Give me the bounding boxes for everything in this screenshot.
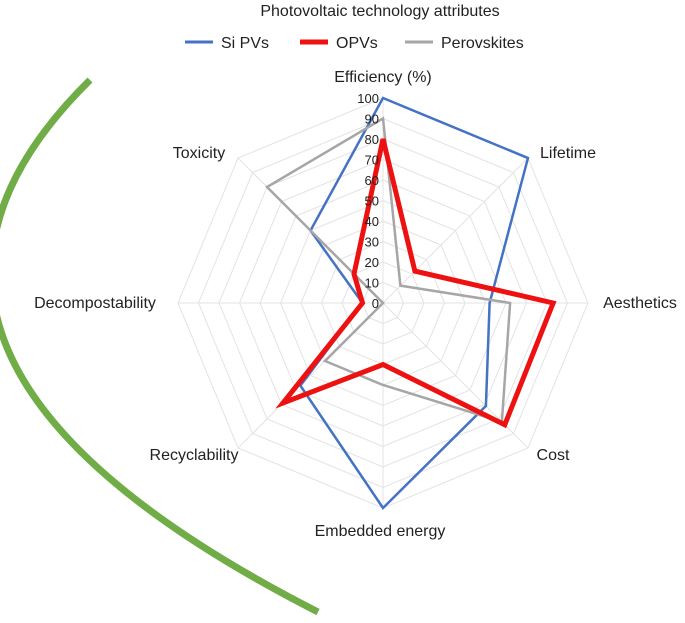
tick-label: 70	[365, 153, 379, 168]
chart-title: Photovoltaic technology attributes	[260, 3, 499, 20]
category-label: Toxicity	[173, 145, 225, 162]
series-lines	[265, 96, 557, 510]
tick-label: 50	[365, 194, 379, 209]
tick-label: 20	[365, 255, 379, 270]
series-opvs	[275, 138, 557, 429]
category-label: Aesthetics	[603, 295, 677, 312]
tick-label: 0	[372, 296, 379, 311]
series-si-pvs	[298, 96, 530, 510]
tick-label: 10	[365, 276, 379, 291]
tick-label: 90	[365, 112, 379, 127]
series-perovskites	[265, 116, 512, 424]
category-labels: Efficiency (%) Lifetime Aesthetics Cost Embe…	[34, 69, 677, 540]
category-label: Embedded energy	[315, 523, 446, 540]
tick-label: 100	[357, 91, 379, 106]
category-label: Decompostability	[34, 295, 156, 312]
category-label: Cost	[537, 447, 570, 464]
tick-label: 30	[365, 235, 379, 250]
category-label: Efficiency (%)	[334, 69, 432, 86]
tick-label: 40	[365, 214, 379, 229]
category-label: Recyclability	[150, 447, 239, 464]
legend-label: Perovskites	[441, 35, 524, 52]
tick-labels: 0 10 20 30 40 50 60 70 80 90 100	[357, 91, 379, 311]
green-arc-decoration	[0, 77, 320, 616]
legend-label: Si PVs	[221, 35, 269, 52]
grid-spoke	[382, 157, 529, 304]
tick-label: 60	[365, 173, 379, 188]
tick-label: 80	[365, 132, 379, 147]
category-label: Lifetime	[540, 145, 596, 162]
legend-label: OPVs	[336, 35, 378, 52]
legend: Si PVs OPVs Perovskites	[185, 35, 524, 52]
